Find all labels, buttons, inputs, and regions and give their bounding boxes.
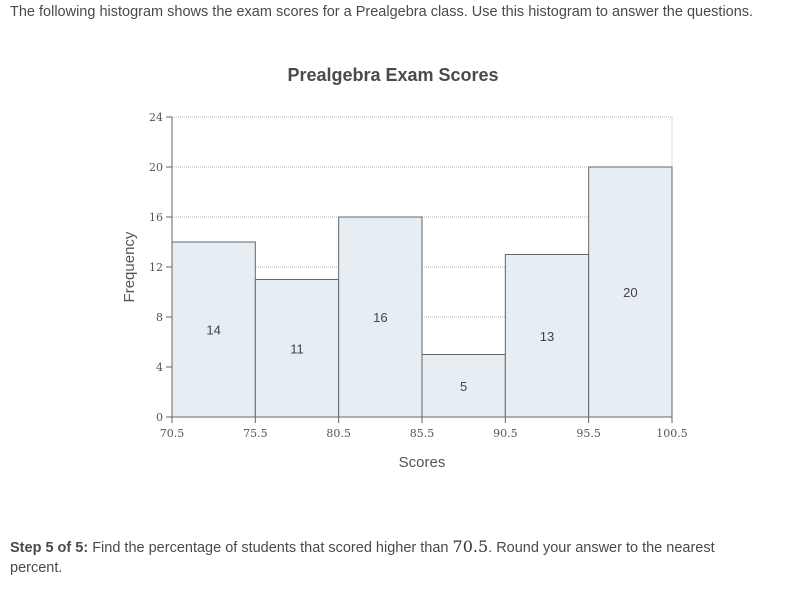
y-tick-label: 4 bbox=[156, 361, 163, 374]
y-tick-label: 0 bbox=[156, 411, 163, 424]
y-axis-label: Frequency bbox=[121, 231, 138, 302]
bar-value-label: 11 bbox=[290, 341, 304, 356]
y-tick-label: 20 bbox=[149, 161, 163, 174]
y-tick-label: 12 bbox=[149, 261, 163, 274]
chart-title: Prealgebra Exam Scores bbox=[287, 65, 498, 85]
y-tick-label: 16 bbox=[149, 211, 163, 224]
x-tick-label: 75.5 bbox=[243, 427, 268, 440]
question-text-before: Find the percentage of students that sco… bbox=[92, 540, 449, 556]
y-tick-label: 24 bbox=[149, 111, 163, 124]
x-tick-label: 100.5 bbox=[656, 427, 688, 440]
x-tick-label: 90.5 bbox=[493, 427, 518, 440]
x-tick-label: 85.5 bbox=[410, 427, 435, 440]
bar-value-label: 20 bbox=[623, 285, 637, 300]
intro-text: The following histogram shows the exam s… bbox=[10, 4, 754, 20]
y-tick-label: 8 bbox=[156, 311, 163, 324]
bar-value-label: 16 bbox=[373, 310, 387, 325]
bar-value-label: 14 bbox=[206, 323, 220, 338]
x-tick-label: 80.5 bbox=[326, 427, 351, 440]
step-label: Step 5 of 5: bbox=[10, 540, 89, 556]
x-tick-label: 70.5 bbox=[160, 427, 185, 440]
histogram-bar bbox=[588, 166, 673, 418]
histogram-bar bbox=[254, 279, 340, 418]
x-tick-label: 95.5 bbox=[576, 427, 601, 440]
question-value: 70.5 bbox=[452, 537, 489, 556]
question-text: Step 5 of 5: Find the percentage of stud… bbox=[10, 537, 750, 578]
histogram-bar bbox=[338, 216, 423, 418]
bars: 14 11 16 5 13 20 bbox=[171, 166, 673, 418]
histogram-bar bbox=[504, 254, 590, 418]
bar-value-label: 13 bbox=[540, 329, 554, 344]
bar-value-label: 5 bbox=[460, 379, 467, 394]
axes: 0 4 8 12 16 20 24 70.5 75.5 80.5 85.5 90.5 95.5 100.5 bbox=[149, 111, 688, 440]
question-text-after: . Round your answer to the nearest perce… bbox=[10, 540, 715, 576]
x-axis-label: Scores bbox=[399, 454, 446, 471]
